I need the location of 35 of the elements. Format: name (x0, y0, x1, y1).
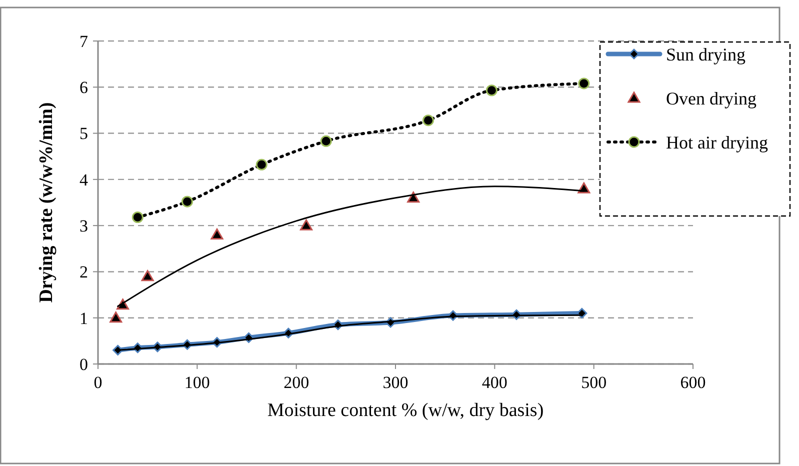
point (486, 84, 498, 96)
y-tick-label: 1 (80, 308, 88, 328)
x-tick-label: 600 (680, 373, 706, 392)
point (256, 158, 268, 170)
y-tick-label: 4 (80, 170, 88, 190)
x-tick-label: 500 (581, 373, 607, 392)
point (300, 219, 312, 230)
point (407, 192, 420, 203)
point (112, 344, 124, 356)
y-tick-label: 5 (80, 124, 88, 144)
point (578, 78, 590, 90)
point (141, 270, 154, 282)
point (422, 114, 434, 126)
point (110, 312, 122, 323)
y-tick-label: 0 (80, 354, 88, 374)
point (132, 212, 144, 224)
y-tick-label: 6 (80, 78, 88, 98)
legend-label: Hot air drying (666, 132, 768, 152)
x-tick-label: 300 (382, 373, 408, 392)
y-axis-title: Drying rate (w/w%/min) (36, 102, 57, 303)
point (182, 196, 193, 208)
y-tick-label: 2 (80, 262, 88, 282)
point (320, 135, 332, 147)
y-tick-label: 3 (80, 216, 88, 236)
x-tick-label: 100 (184, 373, 210, 392)
point (210, 228, 224, 240)
x-tick-label: 400 (482, 373, 508, 392)
y-tick-label: 7 (80, 32, 88, 51)
point (578, 182, 590, 194)
x-tick-label: 0 (94, 373, 102, 392)
legend-label: Oven drying (666, 88, 756, 108)
x-axis-title: Moisture content % (w/w, dry basis) (267, 400, 544, 421)
point (576, 308, 588, 318)
x-tick-label: 200 (284, 373, 310, 392)
legend-label: Sun drying (666, 44, 746, 64)
